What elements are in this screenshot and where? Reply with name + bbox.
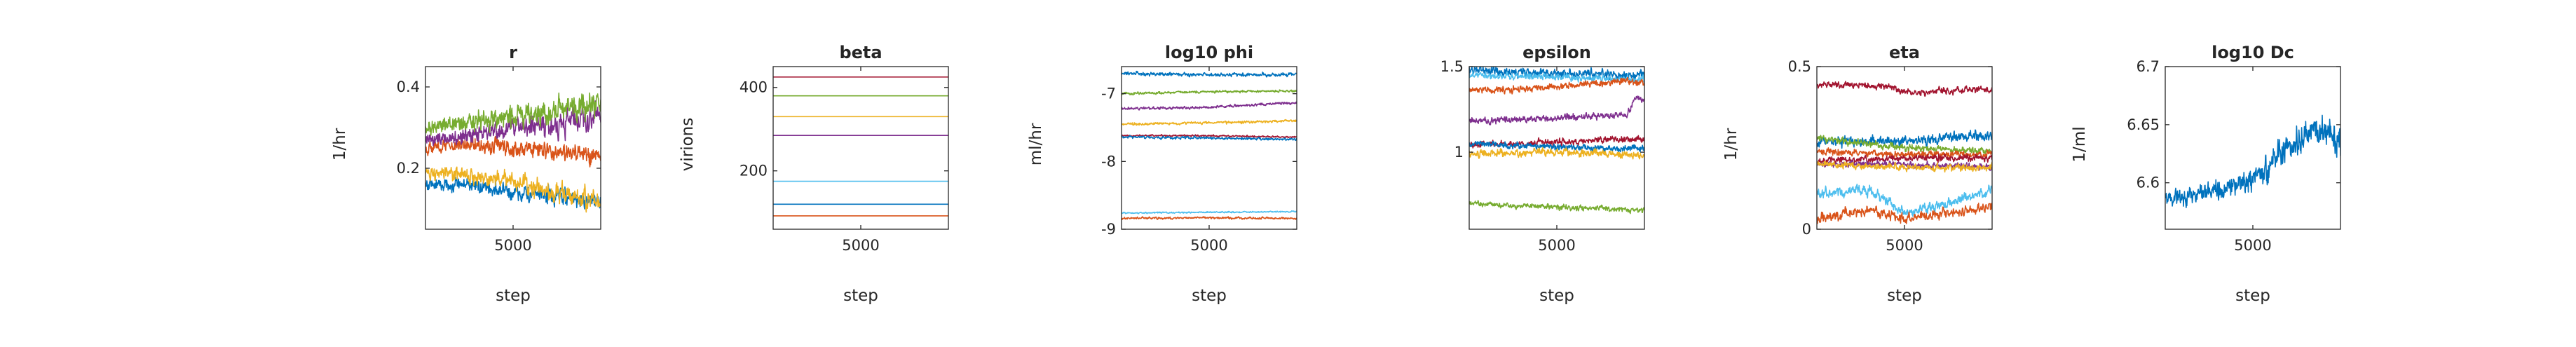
x-axis-label: step (1539, 287, 1574, 305)
series-line-5 (1122, 134, 1297, 139)
series-line-4 (1122, 118, 1297, 126)
y-tick-label: 1 (1454, 144, 1464, 161)
plot-area (773, 67, 948, 229)
series-group (773, 76, 948, 217)
x-tick-label: 5000 (494, 237, 531, 254)
x-axis-label: step (1192, 287, 1227, 305)
y-tick-label: 6.6 (2137, 175, 2160, 191)
y-tick-label: 6.7 (2137, 58, 2160, 75)
y-tick-label: 0.4 (397, 79, 420, 95)
chart-title: epsilon (1522, 43, 1591, 62)
panel-beta: 5000 200 400 beta step virions (679, 43, 949, 305)
y-tick-label: 200 (740, 163, 768, 179)
series-line-9 (1817, 203, 1992, 224)
series-line-1 (2165, 114, 2340, 208)
x-tick-label: 5000 (2234, 237, 2271, 254)
series-line-4 (1469, 95, 1644, 125)
x-tick-label: 5000 (1538, 237, 1575, 254)
series-line-3 (1469, 76, 1644, 95)
series-line-5 (1817, 153, 1992, 166)
y-axis-label: 1/hr (331, 128, 349, 161)
y-tick-label: 0.2 (397, 160, 420, 177)
series-group (1122, 70, 1297, 220)
series-line-6 (1122, 135, 1297, 142)
series-group (1469, 67, 1644, 215)
y-axis-label: virions (679, 118, 697, 171)
x-axis-label: step (496, 287, 531, 305)
y-tick-label: -7 (1101, 86, 1116, 102)
series-group (1817, 81, 1992, 224)
series-line-3 (1122, 101, 1297, 111)
series-line-7 (1122, 210, 1297, 215)
series-line-2 (1469, 70, 1644, 84)
x-tick-label: 5000 (1886, 237, 1923, 254)
series-line-8 (1469, 200, 1644, 215)
series-line-8 (1122, 216, 1297, 220)
y-tick-label: 6.65 (2127, 116, 2160, 133)
series-line-1 (1469, 67, 1644, 81)
series-group (2165, 114, 2340, 208)
chart-title: log10 phi (1165, 43, 1253, 62)
panel-log10-phi: 5000 -9 -8 -7 log10 phi step ml/hr (1027, 43, 1297, 305)
series-line-1 (1122, 70, 1297, 78)
series-line-7 (1817, 161, 1992, 173)
y-tick-label: 0.5 (1788, 58, 1811, 75)
series-line-2 (1122, 89, 1297, 96)
chart-title: log10 Dc (2212, 43, 2294, 62)
series-line-8 (1817, 184, 1992, 217)
series-line-3 (1817, 135, 1992, 155)
y-tick-label: 0 (1802, 221, 1811, 238)
chart-title: r (509, 43, 517, 62)
panel-r: 5000 0.2 0.4 r step 1/hr (331, 43, 601, 305)
chart-title: beta (839, 43, 882, 62)
x-tick-label: 5000 (1190, 237, 1227, 254)
y-axis-label: 1/hr (1722, 128, 1740, 161)
x-axis-label: step (1887, 287, 1922, 305)
panel-log10-dc: 5000 6.6 6.65 6.7 log10 Dc step 1/ml (2071, 43, 2341, 305)
series-line-7 (1469, 147, 1644, 160)
x-axis-label: step (2235, 287, 2270, 305)
y-axis-label: 1/ml (2071, 126, 2089, 162)
x-axis-label: step (843, 287, 878, 305)
y-tick-label: 1.5 (1440, 58, 1464, 75)
series-line-4 (1817, 147, 1992, 159)
series-line-3 (425, 166, 601, 213)
y-axis-label: ml/hr (1027, 123, 1045, 165)
y-tick-label: -8 (1101, 153, 1116, 170)
y-tick-label: 400 (740, 79, 768, 96)
series-line-2 (425, 136, 601, 168)
y-tick-label: -9 (1101, 221, 1116, 238)
series-line-5 (425, 92, 601, 136)
chart-title: eta (1889, 43, 1920, 62)
panel-eta: 5000 0 0.5 eta step 1/hr (1722, 43, 1993, 305)
panel-epsilon: 5000 1 1.5 epsilon step (1440, 43, 1645, 305)
x-tick-label: 5000 (842, 237, 879, 254)
plot-area (2165, 67, 2340, 229)
series-line-1 (1817, 81, 1992, 97)
series-group (425, 92, 601, 213)
